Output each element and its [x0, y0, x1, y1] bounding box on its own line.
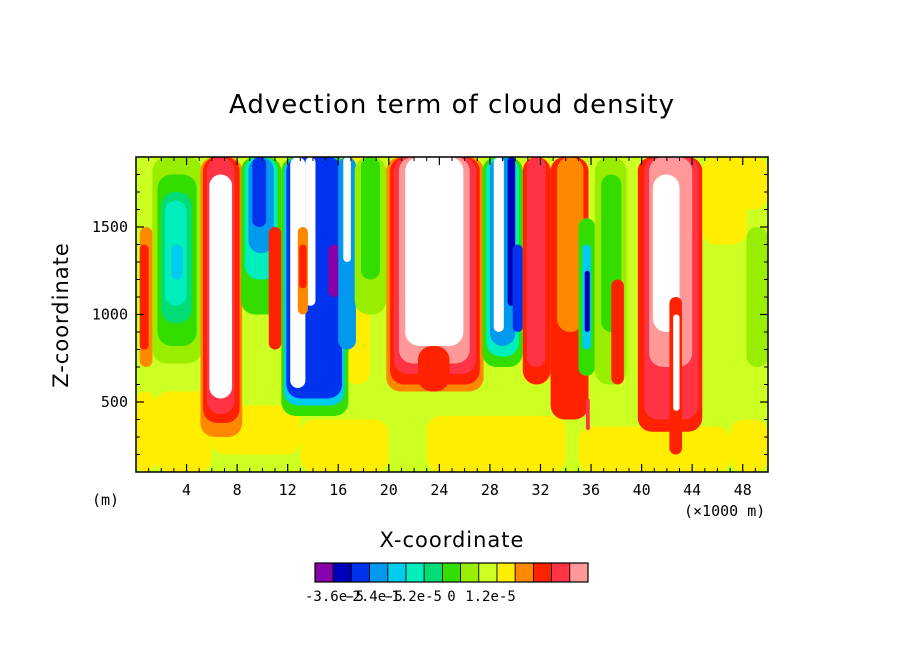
colorbar-label: -2.4e-5 [344, 589, 403, 605]
contour-region [328, 244, 341, 297]
x-tick-label: 28 [481, 481, 499, 499]
contour-region [585, 398, 590, 430]
colorbar-swatch [441, 562, 461, 583]
chart-title: Advection term of cloud density [229, 90, 675, 120]
contour-region [154, 391, 212, 472]
contour-region [360, 157, 380, 280]
colorbar-swatch [496, 562, 516, 583]
y-axis-label: Z-coordinate [49, 242, 73, 388]
contour-region [268, 227, 282, 350]
x-tick-label: 4 [182, 481, 191, 499]
colorbar-swatch [551, 562, 571, 583]
contour-region [584, 270, 590, 332]
contour-region [730, 419, 768, 472]
x-tick-label: 24 [430, 481, 448, 499]
colorbar-swatch [478, 562, 498, 583]
contour-region [405, 157, 464, 346]
colorbar-swatch [405, 562, 425, 583]
x-tick-label: 12 [279, 481, 297, 499]
contour-region [652, 174, 680, 332]
y-axis-ticks: 500 1000 1500 [92, 174, 768, 455]
contour-region [343, 157, 351, 262]
contour-region [512, 244, 523, 332]
x-tick-label: 48 [734, 481, 752, 499]
contour-region [493, 157, 504, 332]
x-axis-label: X-coordinate [380, 528, 525, 552]
contour-region [526, 157, 546, 367]
contour-region [252, 157, 267, 227]
colorbar-label: -1.2e-5 [383, 589, 442, 605]
colorbar-swatch [369, 562, 389, 583]
colorbar-label: -3.6e-5 [305, 589, 364, 605]
x-tick-label: 20 [380, 481, 398, 499]
x-tick-label: 36 [582, 481, 600, 499]
contour-region [702, 157, 747, 245]
y-tick-label: 500 [101, 393, 128, 411]
contour-region [315, 297, 329, 367]
x-tick-label: 32 [531, 481, 549, 499]
x-tick-label: 16 [329, 481, 347, 499]
colorbar-swatch [514, 562, 534, 583]
x-tick-label: 40 [633, 481, 651, 499]
colorbar-swatch [332, 562, 352, 583]
contour-region [139, 244, 149, 350]
contour-region [426, 416, 566, 472]
x-axis-ticks: 4 8 12 16 20 24 28 32 36 40 44 48 [148, 157, 756, 499]
colorbar-swatch [460, 562, 480, 583]
colorbar-swatch [350, 562, 370, 583]
contour-region [136, 391, 155, 472]
contour-region [578, 426, 731, 472]
y-tick-label: 1000 [92, 306, 128, 324]
y-tick-label: 1500 [92, 218, 128, 236]
contour-region [673, 314, 680, 411]
contour-region [171, 244, 183, 280]
x-tick-label: 44 [683, 481, 701, 499]
x-unit-left: (m) [92, 491, 119, 509]
colorbar: -3.6e-5-2.4e-5-1.2e-5 0 1.2e-5 [305, 562, 589, 605]
colorbar-label: 1.2e-5 [465, 589, 516, 605]
contour-region [300, 419, 389, 472]
x-unit-right: (×1000 m) [684, 502, 765, 520]
colorbar-swatch [314, 562, 334, 583]
contour-region [417, 346, 450, 392]
colorbar-swatch [533, 562, 553, 583]
colorbar-swatch [423, 562, 443, 583]
contour-region [299, 244, 307, 289]
colorbar-swatch [387, 562, 407, 583]
heatmap-field [136, 157, 768, 472]
contour-region [209, 174, 233, 399]
contour-region [611, 279, 624, 385]
colorbar-label: 0 [447, 589, 455, 605]
colorbar-swatch [569, 562, 589, 583]
x-tick-label: 8 [233, 481, 242, 499]
contour-region [556, 157, 584, 332]
colorbar-frame [314, 562, 589, 583]
contour-region [746, 227, 768, 367]
